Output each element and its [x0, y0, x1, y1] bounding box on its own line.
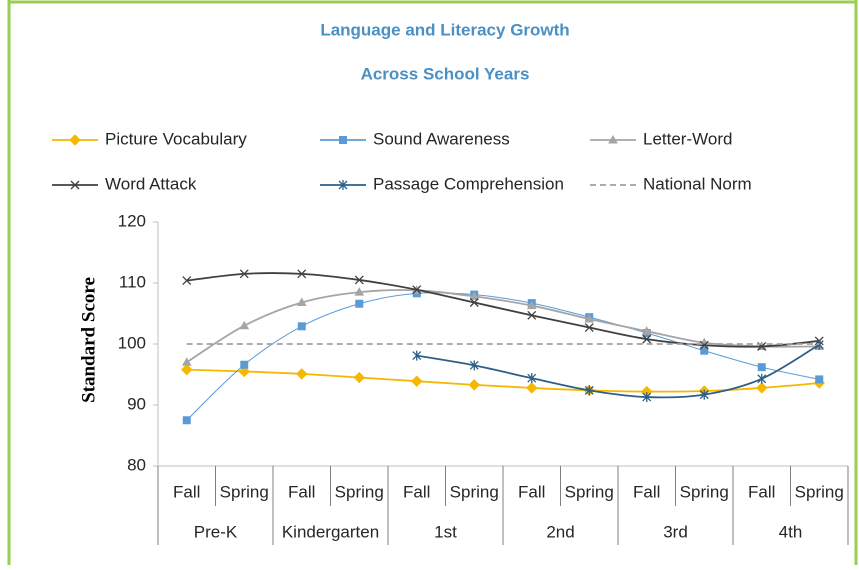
x-group-label: Kindergarten — [282, 522, 379, 541]
series-line — [186, 272, 820, 348]
legend-label: Word Attack — [105, 174, 197, 193]
x-tick-label: Spring — [680, 482, 729, 501]
x-tick-label: Spring — [450, 482, 499, 501]
marker — [526, 382, 538, 394]
chart-title: Language and Literacy Growth — [320, 20, 569, 39]
marker — [642, 392, 652, 403]
x-group-label: 3rd — [663, 522, 688, 541]
marker — [584, 323, 594, 332]
marker — [584, 385, 594, 396]
x-tick-label: Fall — [403, 482, 430, 501]
x-tick-label: Fall — [173, 482, 200, 501]
marker — [296, 368, 308, 380]
marker — [756, 382, 768, 394]
x-tick-label: Spring — [795, 482, 844, 501]
marker — [239, 320, 250, 330]
marker — [297, 322, 306, 331]
marker — [469, 291, 480, 300]
marker — [412, 350, 422, 361]
marker — [412, 285, 422, 295]
x-group-label: Pre-K — [194, 522, 238, 541]
x-group-label: 1st — [434, 522, 457, 541]
marker — [527, 373, 537, 384]
y-axis-label: Standard Score — [78, 277, 99, 403]
marker — [584, 313, 595, 323]
x-tick-label: Spring — [220, 482, 269, 501]
legend-label: Passage Comprehension — [373, 174, 564, 193]
marker — [642, 334, 652, 344]
marker — [70, 180, 80, 190]
marker — [699, 340, 709, 350]
legend-label: Letter-Word — [643, 129, 732, 148]
marker — [238, 365, 250, 378]
x-tick-label: Spring — [565, 482, 614, 501]
marker — [815, 375, 824, 384]
marker — [469, 298, 479, 307]
marker — [526, 300, 537, 310]
y-tick-label: 100 — [118, 333, 146, 352]
marker — [239, 269, 249, 279]
marker — [355, 299, 364, 308]
marker — [757, 363, 766, 372]
marker — [527, 310, 537, 320]
legend-label: Sound Awareness — [373, 129, 510, 148]
marker — [353, 371, 365, 384]
marker — [699, 389, 709, 400]
x-group-label: 2nd — [546, 522, 574, 541]
marker — [182, 276, 192, 286]
y-tick-label: 110 — [119, 272, 146, 291]
chart-subtitle: Across School Years — [361, 64, 530, 83]
marker — [608, 134, 618, 144]
legend-label: Picture Vocabulary — [105, 129, 247, 148]
marker — [354, 275, 364, 285]
marker — [354, 287, 365, 296]
marker — [297, 269, 307, 279]
marker — [757, 373, 767, 384]
marker — [181, 363, 193, 376]
marker — [641, 326, 652, 335]
marker — [468, 379, 480, 391]
y-tick-label: 120 — [118, 211, 146, 230]
series-line — [186, 368, 820, 393]
series-line — [186, 292, 820, 421]
marker — [339, 136, 347, 144]
marker — [240, 360, 249, 369]
marker — [700, 346, 709, 355]
marker — [69, 134, 81, 146]
x-tick-label: Fall — [518, 482, 545, 501]
x-tick-label: Fall — [633, 482, 660, 501]
marker — [411, 375, 423, 387]
legend-label: National Norm — [643, 174, 752, 193]
y-tick-label: 90 — [127, 394, 146, 413]
marker — [296, 297, 307, 307]
x-tick-label: Fall — [288, 482, 315, 501]
marker — [469, 360, 479, 371]
marker — [182, 416, 191, 425]
marker — [338, 180, 348, 190]
x-group-label: 4th — [779, 522, 803, 541]
series-line — [186, 289, 820, 364]
y-tick-label: 80 — [127, 455, 146, 474]
marker — [181, 357, 192, 366]
x-tick-label: Spring — [335, 482, 384, 501]
x-tick-label: Fall — [748, 482, 775, 501]
